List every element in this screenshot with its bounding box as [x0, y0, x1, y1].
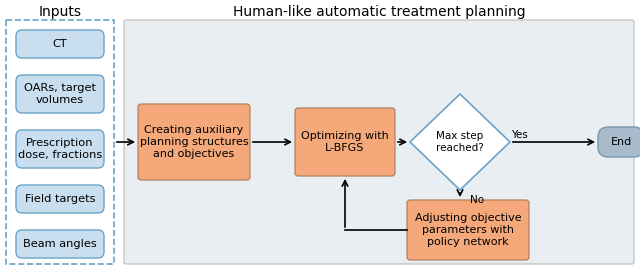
- Polygon shape: [410, 94, 510, 190]
- Text: CT: CT: [52, 39, 67, 49]
- FancyBboxPatch shape: [16, 130, 104, 168]
- Text: OARs, target
volumes: OARs, target volumes: [24, 83, 96, 105]
- Text: Creating auxiliary
planning structures
and objectives: Creating auxiliary planning structures a…: [140, 125, 248, 160]
- FancyBboxPatch shape: [16, 230, 104, 258]
- FancyBboxPatch shape: [295, 108, 395, 176]
- Text: Yes: Yes: [511, 130, 527, 140]
- Text: Optimizing with
L-BFGS: Optimizing with L-BFGS: [301, 131, 389, 153]
- Text: Human-like automatic treatment planning: Human-like automatic treatment planning: [233, 5, 525, 19]
- FancyBboxPatch shape: [16, 30, 104, 58]
- Text: Max step
reached?: Max step reached?: [436, 131, 484, 153]
- Text: Inputs: Inputs: [38, 5, 81, 19]
- Text: End: End: [611, 137, 632, 147]
- Text: Prescription
dose, fractions: Prescription dose, fractions: [18, 138, 102, 160]
- Text: Field targets: Field targets: [25, 194, 95, 204]
- FancyBboxPatch shape: [407, 200, 529, 260]
- FancyBboxPatch shape: [16, 75, 104, 113]
- Text: No: No: [470, 195, 484, 205]
- FancyBboxPatch shape: [124, 20, 634, 264]
- Polygon shape: [6, 20, 114, 264]
- FancyBboxPatch shape: [16, 185, 104, 213]
- Text: Adjusting objective
parameters with
policy network: Adjusting objective parameters with poli…: [415, 213, 522, 247]
- Text: Beam angles: Beam angles: [23, 239, 97, 249]
- FancyBboxPatch shape: [138, 104, 250, 180]
- FancyBboxPatch shape: [598, 127, 640, 157]
